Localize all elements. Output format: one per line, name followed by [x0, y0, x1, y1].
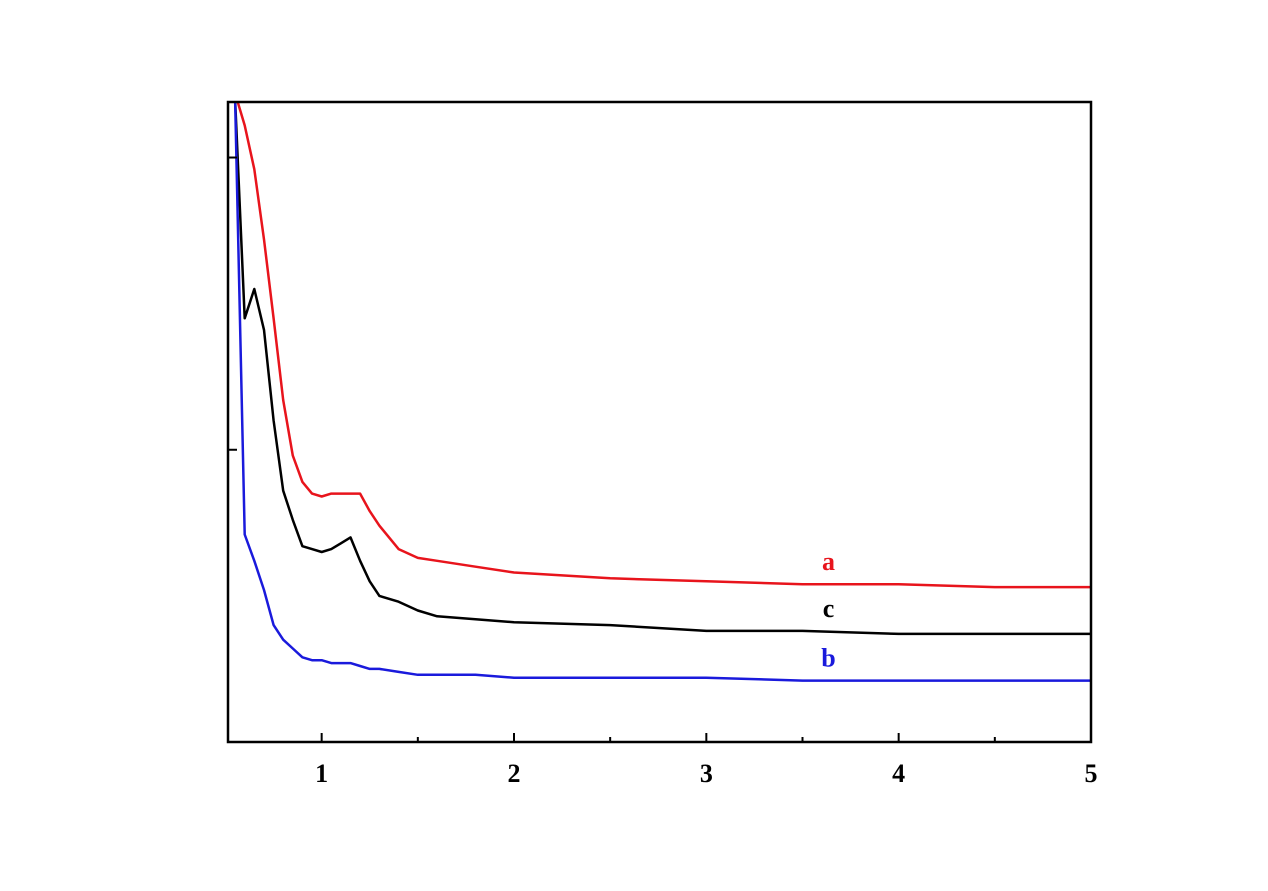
series-line — [233, 102, 1091, 682]
plot-lines — [233, 102, 1091, 682]
series-label: b — [821, 644, 835, 673]
x-tick-label: 3 — [700, 759, 713, 788]
x-tick-label: 5 — [1085, 759, 1098, 788]
series-label: a — [822, 547, 835, 576]
x-tick-label: 2 — [507, 759, 520, 788]
series-line — [236, 102, 1091, 589]
series-line — [233, 102, 1091, 636]
series-label: c — [823, 594, 835, 623]
x-tick-label: 4 — [892, 759, 905, 788]
plot-frame — [226, 100, 1093, 744]
x-tick-label: 1 — [315, 759, 328, 788]
